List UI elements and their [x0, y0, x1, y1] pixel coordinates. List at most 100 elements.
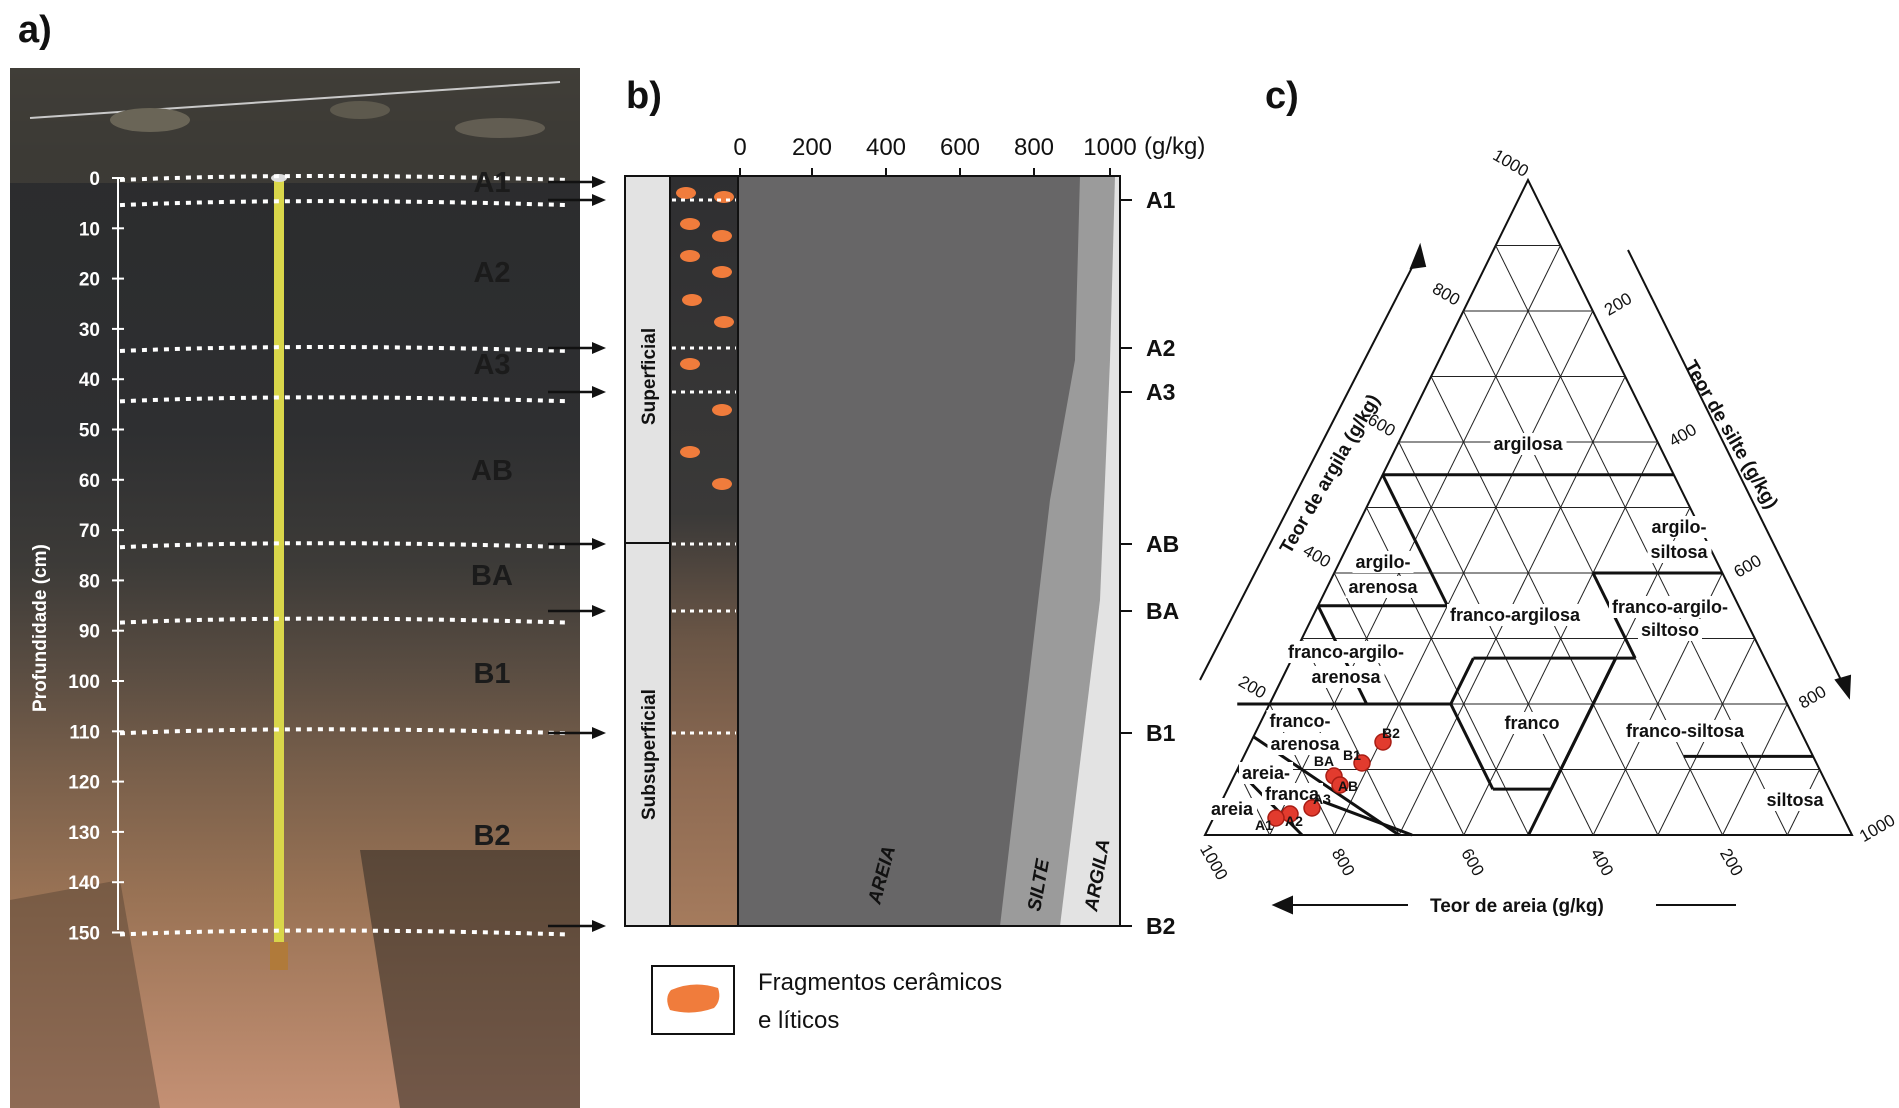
- legend-line-1: Fragmentos cerâmicos: [758, 969, 1002, 996]
- class-label-bg: [1648, 516, 1710, 538]
- soil-profile-photo: [10, 68, 580, 1108]
- texture-horizon-B2: B2: [1146, 913, 1175, 939]
- horizon-arrow-head: [592, 176, 606, 188]
- class-franco-arenosa-1: franco-: [1269, 711, 1330, 731]
- fragment-marker: [680, 250, 700, 262]
- horizon-arrow-head: [592, 194, 606, 206]
- fragment-marker: [682, 294, 702, 306]
- photo-horizon-AB: AB: [471, 455, 513, 487]
- depth-tick-label: 50: [79, 421, 100, 442]
- grid-line: [1495, 245, 1788, 836]
- class-franco-siltosa: franco-siltosa: [1626, 721, 1745, 741]
- class-siltosa: siltosa: [1766, 790, 1824, 810]
- depth-tick-label: 40: [79, 370, 100, 391]
- class-label-bg: [1608, 596, 1732, 618]
- photo-horizon-labels: A1 A2 A3 AB BA B1 B2: [471, 167, 513, 852]
- silt-tick-label: 600: [1731, 551, 1765, 582]
- class-label-bg: [1308, 666, 1385, 688]
- depth-tick-label: 20: [79, 270, 100, 291]
- class-label-bg: [1352, 551, 1414, 573]
- class-label-bg: [1637, 619, 1703, 641]
- clay-tick-label: 200: [1235, 672, 1269, 703]
- class-label-bg: [1446, 604, 1584, 626]
- horizon-boundaries: [119, 174, 571, 937]
- areia-band: [738, 176, 1080, 926]
- texture-column: [624, 175, 1121, 927]
- depth-tick-label: 150: [68, 924, 100, 945]
- texture-horizon-A3: A3: [1146, 379, 1175, 405]
- legend: Fragmentos cerâmicos e líticos: [651, 965, 1002, 1035]
- horizon-boundary: [119, 395, 571, 404]
- sample-point-B1: [1353, 754, 1371, 772]
- depth-tick-label: 30: [79, 320, 100, 341]
- class-boundary: [1381, 474, 1449, 607]
- horizon-arrow-head: [592, 727, 606, 739]
- sample-point-label: AB: [1338, 778, 1358, 794]
- clay-tick-label: 400: [1300, 541, 1334, 572]
- zone-superficial: Superficial: [639, 328, 660, 425]
- horizon-boundary: [119, 616, 571, 625]
- class-label-bg: [1267, 733, 1344, 755]
- fragment-marker: [712, 478, 732, 490]
- fragment-marker: [712, 404, 732, 416]
- texture-tick-label: 0: [733, 134, 746, 161]
- strip-horizon-boundaries: [672, 198, 736, 735]
- depth-tick-label: 0: [89, 169, 100, 190]
- horizon-boundary: [119, 727, 571, 736]
- depth-tick-label: 10: [79, 219, 100, 240]
- class-argilo-siltosa-1: argilo-: [1651, 517, 1706, 537]
- sand-tick-label: 400: [1587, 845, 1618, 879]
- class-boundary: [1449, 657, 1475, 705]
- photo-horizon-A1: A1: [473, 167, 510, 199]
- sand-tick-label: 200: [1716, 845, 1747, 879]
- sample-point-label: B2: [1382, 725, 1400, 741]
- texture-tick-label: 1000: [1083, 134, 1136, 161]
- sample-point-AB: [1331, 776, 1349, 794]
- sample-point-label: A1: [1255, 817, 1273, 833]
- depth-tick-label: 110: [69, 722, 100, 743]
- class-argilo-siltosa-2: siltosa: [1650, 542, 1708, 562]
- depth-tick-label: 140: [68, 873, 100, 894]
- depth-tick-label: 80: [79, 571, 100, 592]
- horizon-arrows: [548, 176, 606, 932]
- class-label-bg: [1238, 762, 1294, 784]
- sand-tick-label: 800: [1328, 845, 1359, 879]
- clay-tick-label: 1000: [1490, 146, 1532, 181]
- depth-tick-label: 90: [79, 622, 100, 643]
- class-label-bg: [1501, 712, 1563, 734]
- depth-tick-label: 60: [79, 471, 100, 492]
- class-argilosa: argilosa: [1493, 434, 1563, 454]
- grid-line: [1722, 703, 1788, 836]
- texture-tick-label: 800: [1014, 134, 1054, 161]
- class-franco: franco: [1504, 713, 1559, 733]
- class-label-bg: [1622, 720, 1749, 742]
- class-argilo-arenosa-1: argilo-: [1355, 552, 1410, 572]
- horizon-arrow-head: [592, 342, 606, 354]
- sand-axis-title: Teor de areia (g/kg): [1430, 896, 1604, 917]
- depth-axis-label: Profundidade (cm): [30, 544, 51, 712]
- texture-class-labels: argilosa argilo-siltosa argilo-arenosa fran…: [1207, 433, 1828, 820]
- sample-point-label: A2: [1285, 813, 1303, 829]
- photo-horizon-A3: A3: [473, 349, 510, 381]
- class-boundary: [1527, 657, 1618, 836]
- axis-arrows: [1199, 242, 1852, 915]
- class-franco-argilo-arenosa-1: franco-argilo-: [1288, 642, 1404, 662]
- sample-point-A1: [1267, 809, 1285, 827]
- class-franco-argilosa: franco-argilosa: [1450, 605, 1581, 625]
- horizon-boundary: [119, 928, 571, 937]
- horizon-boundary: [119, 199, 571, 208]
- class-label-bg: [1763, 789, 1828, 811]
- photo-horizon-B2: B2: [473, 820, 510, 852]
- fragment-marker: [680, 446, 700, 458]
- sand-tick-label: 600: [1457, 845, 1488, 879]
- class-label-bg: [1266, 710, 1334, 732]
- class-franco-argilo-siltoso-1: franco-argilo-: [1612, 597, 1728, 617]
- texture-horizon-AB: AB: [1146, 531, 1179, 557]
- photo-horizon-B1: B1: [473, 658, 510, 690]
- photo-horizon-A2: A2: [473, 257, 510, 289]
- class-label-bg: [1284, 641, 1408, 663]
- class-label-bg: [1647, 541, 1712, 563]
- class-areia-franca-2: franca: [1265, 784, 1320, 804]
- class-boundary: [1449, 703, 1495, 790]
